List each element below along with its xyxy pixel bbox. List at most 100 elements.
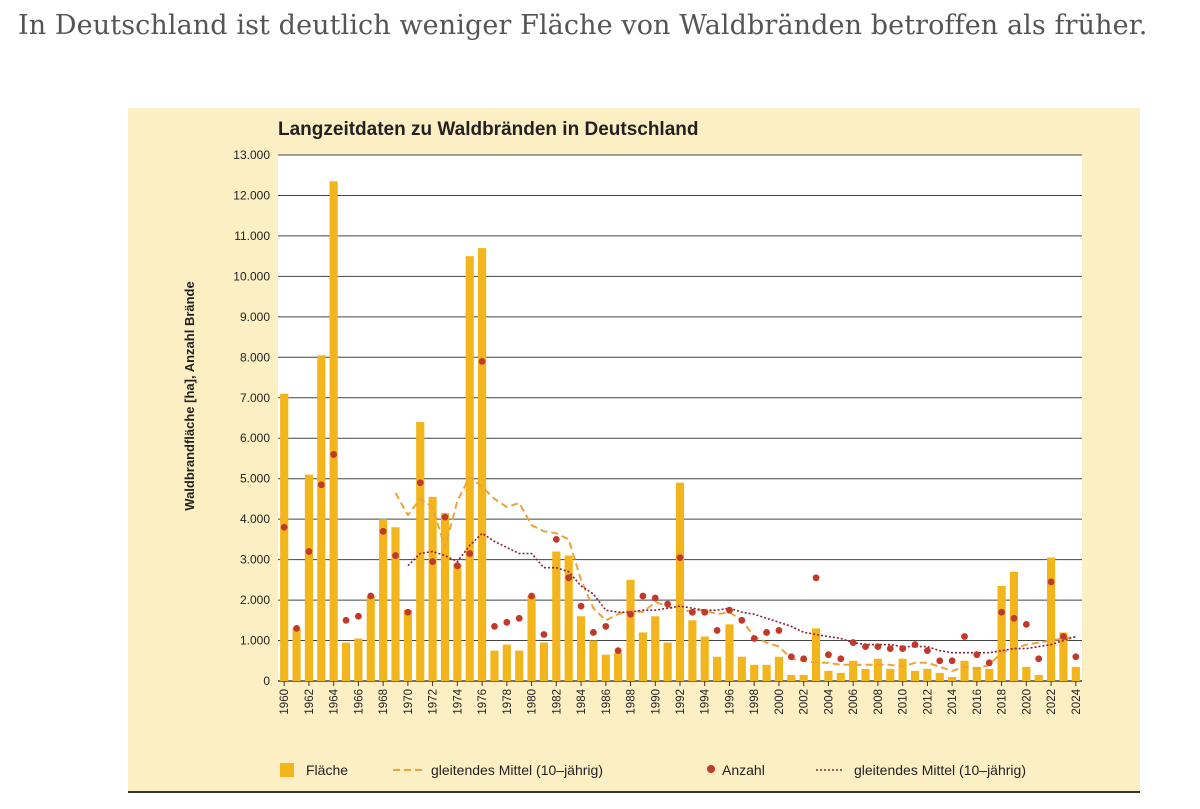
bar-flaeche — [317, 355, 326, 681]
bar-flaeche — [799, 674, 808, 681]
y-tick-label: 0 — [263, 674, 270, 688]
bar-flaeche — [329, 181, 338, 682]
y-tick-label: 8.000 — [240, 350, 270, 364]
dot-anzahl — [973, 651, 981, 659]
legend-label: gleitendes Mittel (10–jährig) — [854, 762, 1026, 778]
dot-anzahl — [305, 548, 313, 555]
dashed-line-area-mean — [394, 475, 1076, 672]
x-tick-label: 1992 — [675, 689, 687, 715]
x-tick-label: 2004 — [823, 688, 835, 714]
x-tick-label: 1966 — [353, 689, 365, 715]
dot-anzahl — [676, 554, 684, 561]
y-tick-label: 3.000 — [240, 553, 270, 567]
dot-anzahl — [1060, 633, 1067, 640]
bar-flaeche — [354, 638, 363, 681]
bar-flaeche — [774, 656, 784, 681]
bar-flaeche — [379, 519, 388, 681]
y-tick-label: 6.000 — [240, 431, 270, 445]
dot-anzahl — [515, 614, 523, 622]
dot-anzahl — [280, 523, 288, 531]
dot-anzahl — [886, 645, 894, 653]
page-headline: In Deutschland ist deutlich weniger Fläc… — [18, 10, 1148, 41]
x-tick-label: 1986 — [601, 689, 613, 715]
legend-item: gleitendes Mittel (10–jährig) — [393, 762, 603, 778]
dot-anzahl — [367, 592, 375, 600]
dot-anzahl — [825, 651, 832, 659]
bar-flaeche — [935, 672, 944, 681]
bar-flaeche — [1022, 666, 1031, 681]
dot-anzahl — [478, 357, 486, 365]
legend-swatch-bar — [280, 763, 294, 777]
dot-anzahl — [911, 641, 919, 648]
dot-anzahl — [726, 606, 733, 614]
y-axis-ticks: 0 1.000 2.000 3.000 4.000 5.000 6.000 7.000 8.00… — [233, 148, 270, 688]
dot-anzahl — [985, 659, 993, 667]
x-tick-label: 2022 — [1046, 689, 1058, 715]
dot-anzahl — [416, 479, 424, 487]
dot-anzahl — [552, 535, 560, 543]
x-tick-label: 1978 — [502, 689, 514, 715]
x-tick-label: 2000 — [774, 689, 786, 715]
dot-anzahl — [998, 608, 1005, 616]
bar-flaeche — [490, 650, 499, 681]
forest-fire-chart: Langzeitdaten zu Waldbränden in Deutschl… — [182, 119, 1083, 778]
bar-flaeche — [280, 393, 289, 681]
legend-swatch-dot — [707, 765, 715, 773]
bar-flaeche — [552, 551, 561, 681]
x-axis-ticks: 1960 1962 1964 1966 1968 1970 1972 1974 1976 1978… — [279, 681, 1083, 715]
dot-anzahl — [763, 629, 770, 636]
bar-flaeche — [564, 555, 573, 681]
dot-anzahl — [961, 633, 968, 640]
dot-anzahl — [577, 602, 585, 610]
dot-anzahl — [800, 655, 808, 663]
dot-anzahl — [379, 527, 387, 535]
dot-anzahl — [701, 608, 709, 616]
x-tick-label: 2020 — [1021, 689, 1033, 715]
dot-anzahl — [874, 643, 882, 651]
x-tick-label: 1998 — [749, 689, 761, 715]
dot-anzahl — [713, 627, 721, 634]
bar-flaeche — [824, 670, 833, 681]
legend-label: gleitendes Mittel (10–jährig) — [431, 762, 603, 778]
dot-anzahl — [849, 639, 857, 646]
dot-anzahl — [491, 622, 498, 630]
dot-anzahl — [1010, 614, 1018, 622]
dot-anzahl — [627, 610, 634, 618]
dot-anzahl — [862, 643, 869, 651]
chart-card: Langzeitdaten zu Waldbränden in Deutschl… — [128, 108, 1140, 792]
y-tick-label: 9.000 — [240, 310, 270, 324]
dot-anzahl — [812, 574, 820, 582]
legend-label: Fläche — [306, 762, 348, 778]
bar-flaeche — [861, 668, 870, 681]
x-tick-label: 2012 — [922, 689, 934, 715]
legend-item: Anzahl — [707, 762, 765, 778]
x-tick-label: 2008 — [873, 689, 885, 715]
bar-flaeche — [391, 527, 400, 681]
bar-flaeche — [849, 660, 858, 681]
dot-anzahl — [837, 655, 845, 663]
dot-anzahl — [602, 622, 610, 630]
bar-flaeche — [873, 658, 882, 681]
bar-flaeche — [341, 642, 351, 681]
dot-anzahl — [355, 612, 362, 620]
bar-flaeche — [515, 650, 524, 681]
dot-anzahl — [404, 608, 412, 616]
bar-flaeche — [750, 664, 759, 681]
dot-anzahl — [453, 562, 461, 570]
dot-anzahl — [899, 645, 907, 653]
bar-flaeche — [304, 474, 314, 681]
dot-anzahl — [923, 647, 931, 655]
x-tick-label: 2016 — [972, 689, 984, 715]
y-tick-label: 2.000 — [240, 593, 270, 607]
dot-anzahl — [639, 592, 647, 600]
dot-anzahl — [317, 481, 325, 489]
y-axis-label: Waldbrandfläche [ha], Anzahl Brände — [182, 281, 197, 510]
bar-flaeche — [589, 640, 598, 681]
bar-flaeche — [675, 482, 685, 681]
legend-item: Fläche — [280, 762, 348, 778]
chart-legend: Fläche gleitendes Mittel (10–jährig) Anzah… — [280, 762, 1026, 778]
x-tick-label: 2014 — [947, 688, 959, 714]
x-tick-label: 1960 — [279, 689, 291, 715]
bar-flaeche — [663, 642, 672, 681]
bar-flaeche — [787, 674, 796, 681]
